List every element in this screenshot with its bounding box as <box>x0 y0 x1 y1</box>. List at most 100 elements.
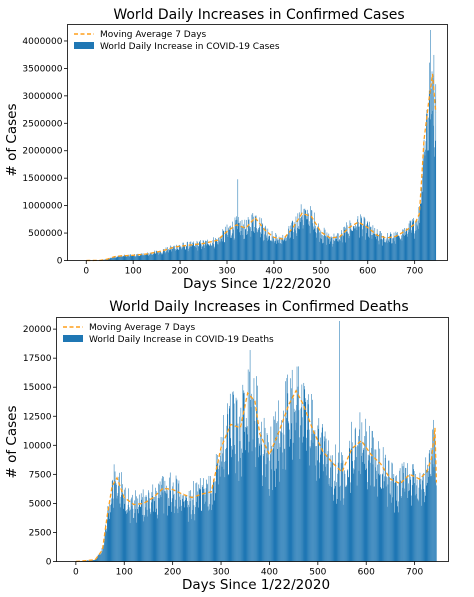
daily-bar <box>247 217 249 261</box>
daily-bar <box>312 223 314 261</box>
y-tick-label: 1000000 <box>22 202 62 212</box>
daily-bar <box>338 240 340 261</box>
daily-bar <box>303 225 304 261</box>
daily-bar <box>96 559 97 562</box>
daily-bar <box>243 393 244 562</box>
daily-bar <box>402 466 404 562</box>
daily-bar <box>95 558 97 562</box>
daily-bar <box>266 237 268 261</box>
daily-bar <box>355 227 357 261</box>
daily-bar <box>187 521 189 562</box>
daily-bar <box>329 236 331 261</box>
daily-bar <box>318 223 319 261</box>
daily-bar <box>415 474 416 562</box>
daily-bar <box>129 254 131 261</box>
daily-bar <box>167 490 169 562</box>
daily-bar <box>249 228 251 261</box>
daily-bar <box>90 560 92 562</box>
daily-bar <box>389 477 390 562</box>
daily-bar <box>393 477 394 562</box>
daily-bar <box>211 245 213 261</box>
daily-bar <box>383 235 384 261</box>
daily-bar <box>379 448 381 562</box>
daily-bar <box>257 420 259 562</box>
daily-bar <box>332 462 334 562</box>
daily-bar <box>237 229 238 261</box>
daily-bar <box>435 84 437 261</box>
daily-bar <box>335 444 337 562</box>
daily-bar <box>149 254 150 261</box>
daily-bar <box>197 242 198 261</box>
daily-bar <box>171 502 172 562</box>
daily-bar <box>421 191 423 261</box>
daily-bar <box>395 500 397 562</box>
daily-bar <box>254 420 256 562</box>
y-tick-label: 12500 <box>23 412 52 422</box>
daily-bar <box>182 247 183 261</box>
daily-bar <box>101 547 103 562</box>
daily-bar <box>319 232 321 261</box>
daily-bar <box>344 229 345 261</box>
daily-bar <box>260 232 262 261</box>
daily-bar <box>386 237 388 261</box>
daily-bar <box>221 237 223 261</box>
daily-bar <box>279 243 281 261</box>
daily-bar <box>378 240 379 261</box>
daily-bar <box>109 518 111 562</box>
daily-bar <box>297 213 299 261</box>
daily-bar <box>301 219 303 261</box>
daily-bar <box>425 141 427 261</box>
daily-bar <box>150 253 152 261</box>
daily-bar <box>275 468 277 562</box>
daily-bar <box>350 222 352 261</box>
daily-bar <box>294 412 295 562</box>
daily-bar <box>393 237 394 261</box>
daily-bar <box>339 238 340 261</box>
daily-bar <box>424 502 426 562</box>
daily-bar <box>215 453 217 562</box>
y-tick-label: 2500000 <box>22 119 62 129</box>
daily-bar <box>382 473 383 562</box>
daily-bar <box>229 229 230 261</box>
daily-bar <box>274 470 275 562</box>
daily-bar <box>188 504 189 562</box>
daily-bar <box>173 493 175 562</box>
daily-bar <box>368 237 370 261</box>
daily-bar <box>224 477 226 562</box>
daily-bar <box>236 216 237 261</box>
daily-bar <box>181 510 182 562</box>
daily-bar <box>380 231 381 261</box>
daily-bar <box>408 483 409 562</box>
daily-bar <box>128 507 130 562</box>
daily-bar <box>315 446 317 562</box>
daily-bar <box>229 405 230 562</box>
daily-bar <box>116 498 118 562</box>
daily-bar <box>330 455 332 562</box>
daily-bar <box>283 239 285 261</box>
daily-bar <box>419 206 421 261</box>
daily-bar <box>242 384 244 562</box>
daily-bar <box>354 228 355 261</box>
daily-bar <box>175 250 176 261</box>
daily-bar <box>427 150 429 261</box>
daily-bar <box>360 214 361 261</box>
daily-bar <box>225 233 227 261</box>
daily-bar <box>202 240 204 261</box>
daily-bar <box>433 54 435 261</box>
daily-bar <box>405 467 406 562</box>
x-tick-label: 0 <box>83 267 89 277</box>
daily-bar <box>147 501 149 562</box>
daily-bar <box>412 220 414 261</box>
daily-bar <box>188 248 189 261</box>
daily-bar <box>313 212 315 261</box>
daily-bar <box>205 240 206 261</box>
daily-bar <box>374 449 376 562</box>
daily-bar <box>352 226 354 261</box>
daily-bar <box>91 560 93 562</box>
daily-bar <box>125 256 127 261</box>
daily-bar <box>350 448 352 562</box>
daily-bar <box>204 247 205 261</box>
daily-bar <box>288 423 290 562</box>
chart-deaths-ylabel: # of Cases <box>4 406 20 479</box>
daily-bar <box>217 484 219 562</box>
